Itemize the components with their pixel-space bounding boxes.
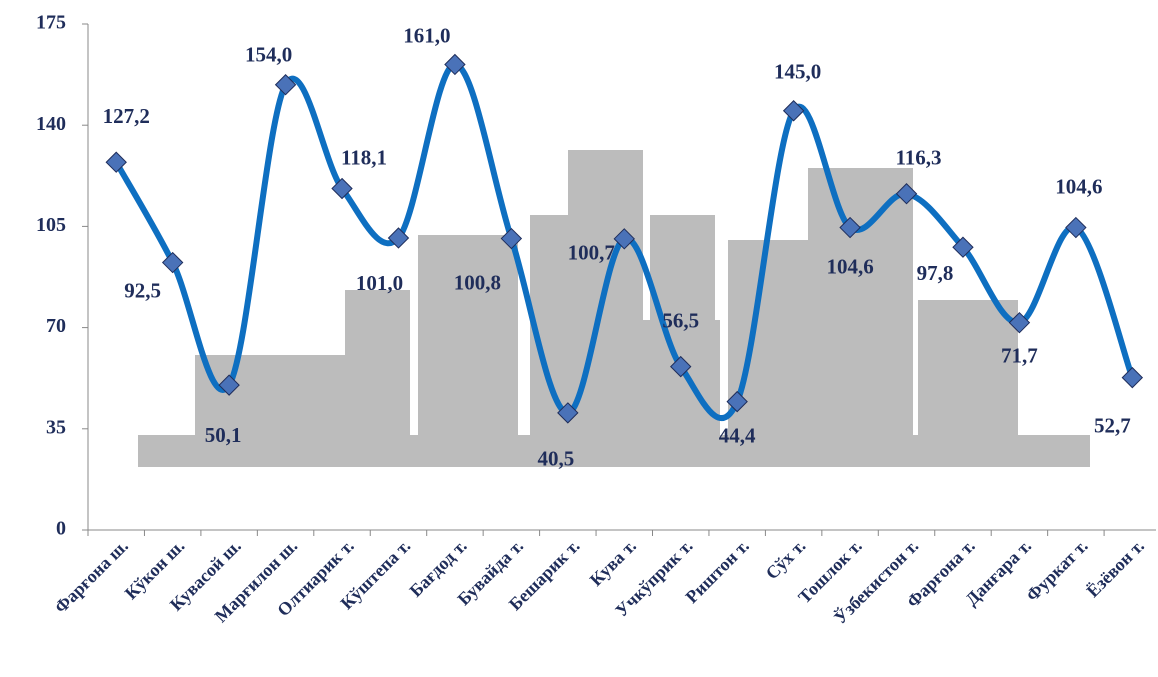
marker — [444, 53, 466, 76]
marker — [1065, 216, 1087, 239]
value-label: 127,2 — [103, 104, 150, 128]
value-label: 104,6 — [1055, 174, 1102, 198]
value-label: 97,8 — [917, 261, 954, 285]
y-tick-label: 35 — [46, 416, 66, 438]
value-label: 71,7 — [1001, 343, 1038, 367]
value-label: 92,5 — [124, 278, 161, 302]
marker — [952, 236, 974, 258]
marker — [613, 228, 635, 250]
value-label: 101,0 — [356, 271, 403, 295]
marker — [161, 251, 184, 274]
marker — [105, 151, 127, 173]
marker — [274, 74, 297, 96]
x-tick-label: Фарғона ш. — [50, 536, 131, 617]
value-label: 40,5 — [537, 447, 574, 471]
value-label: 116,3 — [895, 146, 941, 170]
value-label: 161,0 — [403, 23, 450, 47]
marker — [726, 390, 748, 413]
value-label: 100,7 — [568, 241, 615, 265]
y-tick-label: 140 — [36, 113, 66, 135]
value-label: 145,0 — [774, 60, 821, 84]
x-tick-label: Сўх т. — [762, 536, 810, 584]
marker — [1121, 366, 1144, 389]
y-tick-label: 70 — [46, 315, 66, 337]
value-label: 56,5 — [662, 308, 699, 332]
y-tick-label: 105 — [36, 214, 66, 236]
marker — [782, 100, 805, 122]
marker — [387, 227, 410, 249]
value-label: 104,6 — [826, 254, 873, 278]
value-label: 44,4 — [719, 423, 756, 447]
x-tick-label: Кува т. — [586, 536, 640, 590]
marker — [839, 216, 861, 239]
value-label: 100,8 — [454, 270, 501, 294]
marker — [500, 227, 523, 250]
y-tick-label: 175 — [36, 12, 66, 34]
marker — [331, 177, 353, 200]
marker — [218, 374, 240, 396]
line — [113, 61, 1136, 421]
value-label: 118,1 — [341, 145, 387, 169]
city-background — [138, 150, 1090, 467]
x-tick-label: Ёзёвон т. — [1083, 536, 1149, 602]
y-tick-label: 0 — [56, 518, 66, 540]
value-label: 154,0 — [245, 43, 292, 67]
marker — [895, 183, 918, 205]
value-label: 52,7 — [1094, 413, 1131, 437]
marker — [670, 355, 692, 378]
x-tick-label: Фуркат т. — [1022, 536, 1092, 606]
marker — [1008, 311, 1031, 334]
value-label: 50,1 — [205, 423, 242, 447]
marker — [557, 402, 579, 424]
